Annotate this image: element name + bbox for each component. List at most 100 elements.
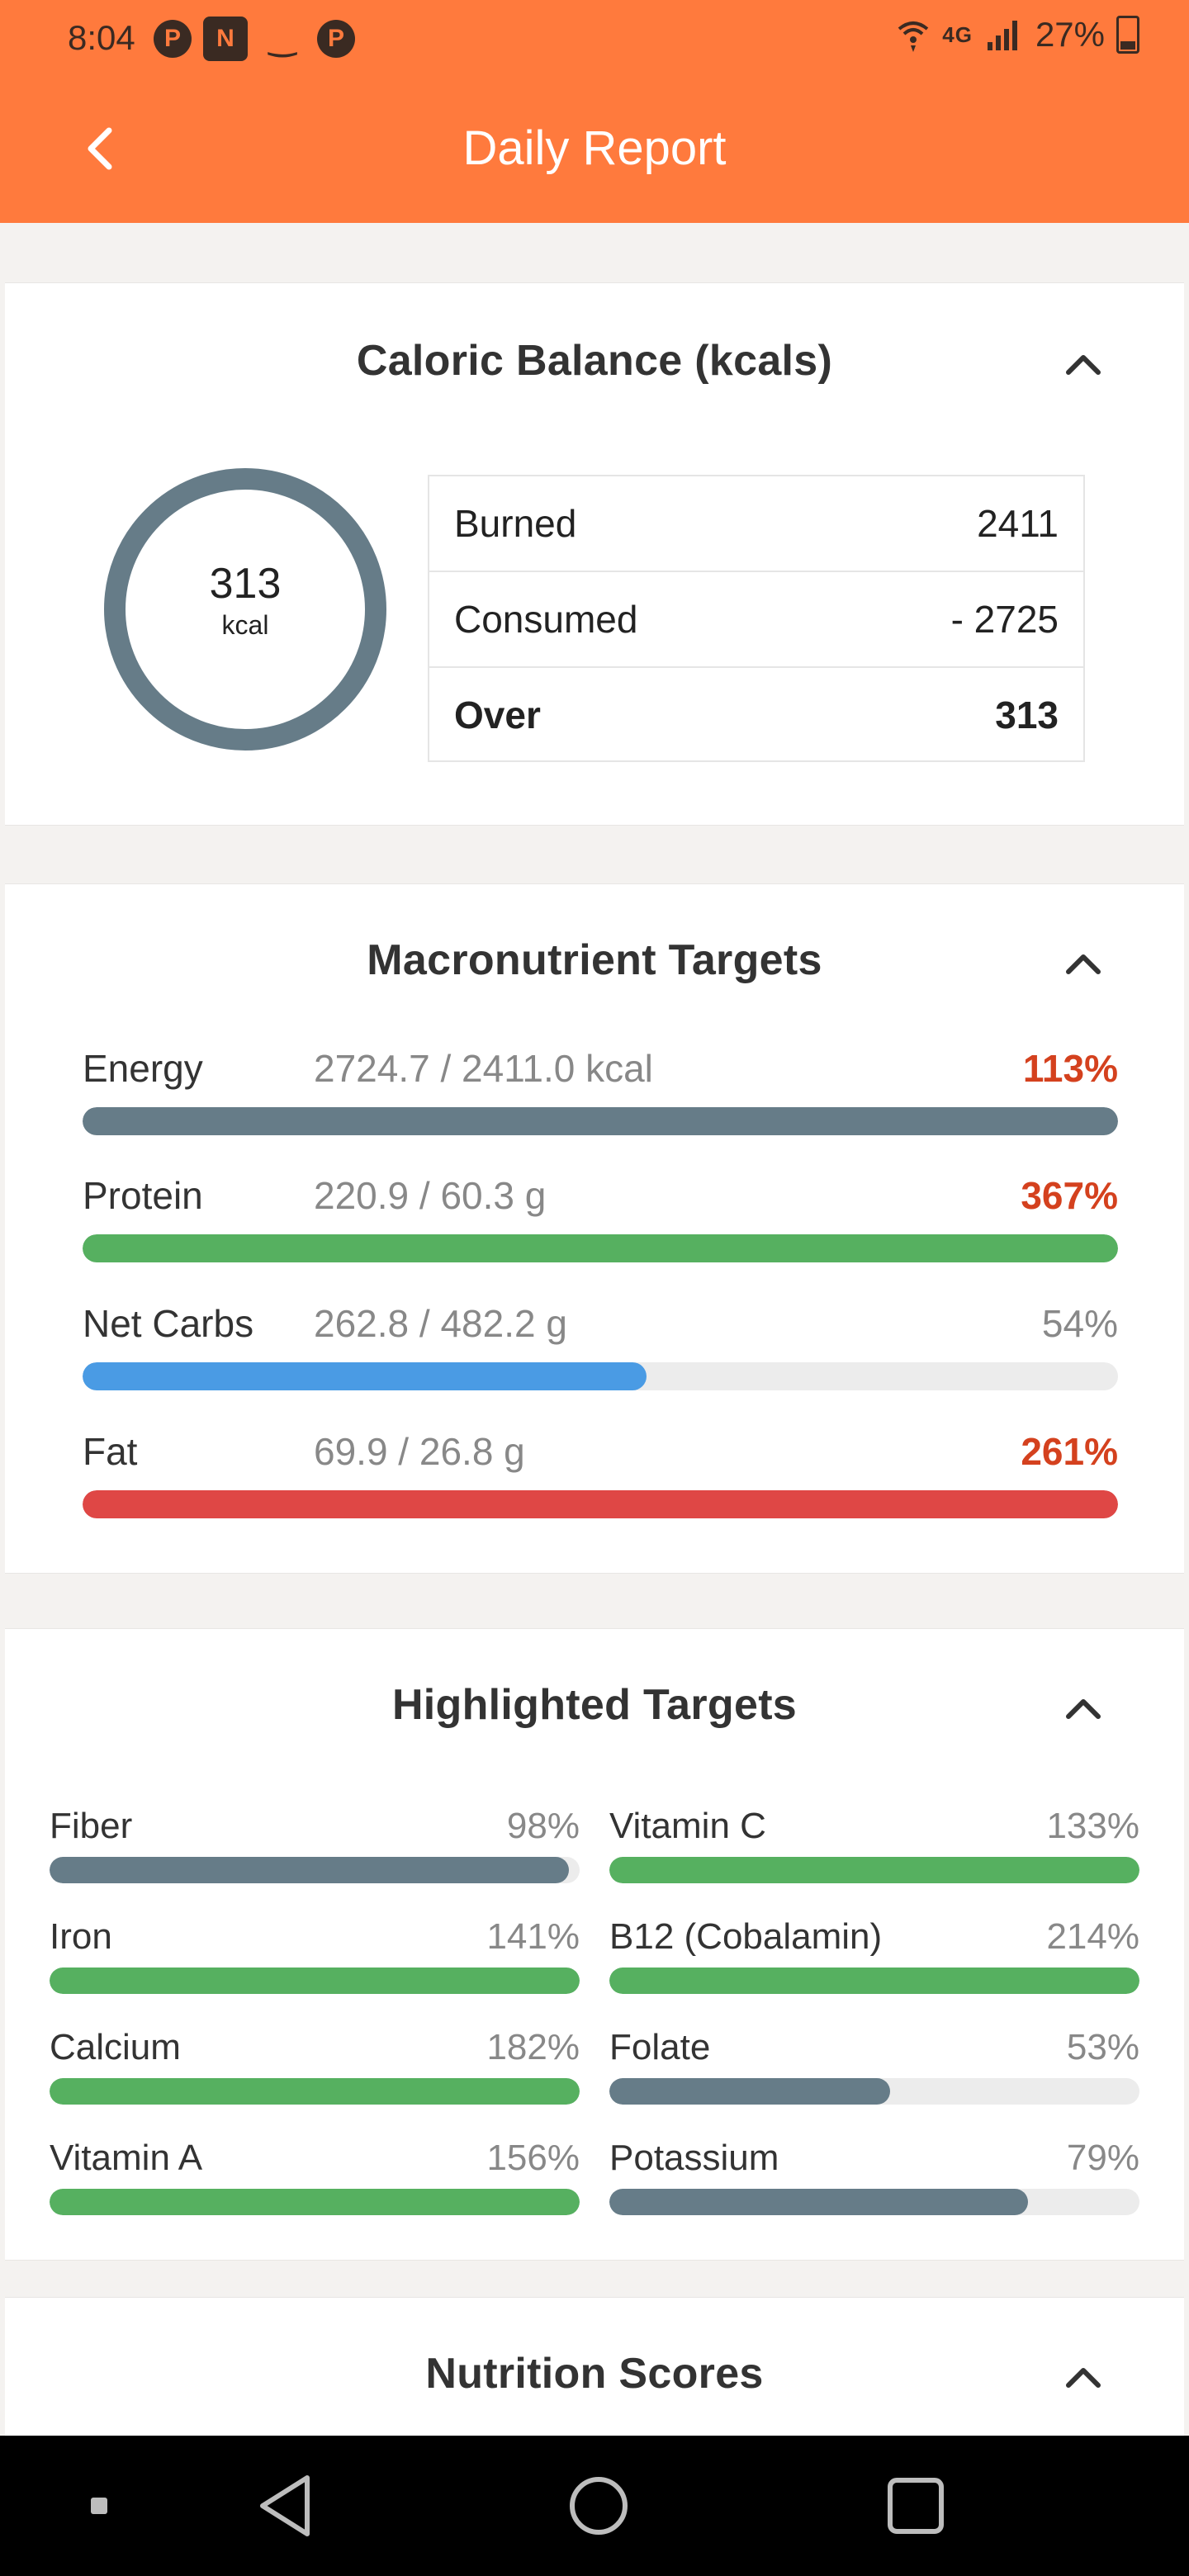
- chevron-up-icon[interactable]: [1060, 2354, 1106, 2400]
- nutrition-scores-title[interactable]: Nutrition Scores: [425, 2350, 764, 2398]
- progress-fill: [83, 1234, 1118, 1262]
- ring-value: 313: [209, 560, 282, 608]
- target-fiber[interactable]: Fiber 98%: [50, 1806, 580, 1896]
- target-name: Folate: [609, 2027, 711, 2067]
- macro-percent: 261%: [1021, 1430, 1118, 1473]
- burned-label: Burned: [454, 502, 577, 545]
- progress-bar: [609, 1968, 1139, 1994]
- progress-fill: [609, 1968, 1139, 1994]
- target-percent: 53%: [1066, 2027, 1139, 2067]
- highlighted-targets-card: Highlighted Targets Fiber 98% Vitamin C …: [5, 1628, 1184, 2261]
- menu-button[interactable]: [50, 2436, 149, 2576]
- ring-unit: kcal: [221, 610, 269, 640]
- balance-table: Burned 2411 Consumed - 2725 Over 313: [428, 475, 1085, 762]
- target-iron[interactable]: Iron 141%: [50, 1916, 580, 2007]
- target-folate[interactable]: Folate 53%: [609, 2027, 1139, 2118]
- signal-icon: [987, 21, 1017, 50]
- progress-fill: [83, 1490, 1118, 1518]
- calorie-ring: 313 kcal: [102, 466, 388, 752]
- target-vitamin-c[interactable]: Vitamin C 133%: [609, 1806, 1139, 1896]
- back-nav-button[interactable]: [231, 2436, 339, 2576]
- target-percent: 182%: [486, 2027, 580, 2067]
- macro-amount: 69.9 / 26.8 g: [314, 1430, 525, 1473]
- progress-fill: [83, 1107, 1118, 1135]
- target-percent: 79%: [1066, 2138, 1139, 2178]
- news-app-icon: N: [203, 17, 248, 61]
- nutrition-scores-card: Nutrition Scores: [5, 2297, 1184, 2462]
- chevron-up-icon[interactable]: [1060, 1685, 1106, 1731]
- notification-icons: P N ‿ P: [154, 17, 355, 61]
- battery-percent: 27%: [1035, 15, 1105, 54]
- progress-bar: [83, 1490, 1118, 1518]
- macro-name: Energy: [83, 1047, 203, 1090]
- triangle-back-icon: [260, 2475, 310, 2536]
- target-percent: 141%: [486, 1916, 580, 1957]
- over-label: Over: [454, 694, 541, 736]
- progress-bar: [50, 1857, 580, 1883]
- target-percent: 133%: [1046, 1806, 1139, 1846]
- target-vitamin-a[interactable]: Vitamin A 156%: [50, 2138, 580, 2228]
- macro-name: Fat: [83, 1430, 138, 1473]
- macronutrient-targets-title[interactable]: Macronutrient Targets: [367, 936, 822, 984]
- back-button[interactable]: [74, 124, 124, 173]
- progress-bar: [609, 1857, 1139, 1883]
- macro-row-protein[interactable]: Protein 220.9 / 60.3 g 367%: [83, 1173, 1118, 1281]
- app-header: 8:04 P N ‿ P 4G 27%: [0, 0, 1189, 223]
- chevron-left-icon: [88, 127, 112, 170]
- macro-amount: 262.8 / 482.2 g: [314, 1302, 567, 1345]
- home-nav-button[interactable]: [545, 2436, 652, 2576]
- wifi-icon: [898, 21, 929, 52]
- macro-amount: 220.9 / 60.3 g: [314, 1174, 547, 1217]
- chevron-up-icon[interactable]: [1060, 341, 1106, 387]
- burned-row: Burned 2411: [429, 476, 1083, 572]
- burned-value: 2411: [977, 502, 1059, 545]
- macro-row-net-carbs[interactable]: Net Carbs 262.8 / 482.2 g 54%: [83, 1301, 1118, 1409]
- recents-nav-button[interactable]: [862, 2436, 969, 2576]
- progress-fill: [83, 1362, 647, 1390]
- progress-bar: [50, 2078, 580, 2105]
- target-name: Vitamin C: [609, 1806, 766, 1846]
- chevron-up-icon[interactable]: [1060, 940, 1106, 987]
- target-name: Fiber: [50, 1806, 133, 1846]
- caloric-balance-title[interactable]: Caloric Balance (kcals): [356, 337, 833, 385]
- page-title: Daily Report: [462, 121, 727, 175]
- target-b12[interactable]: B12 (Cobalamin) 214%: [609, 1916, 1139, 2007]
- caloric-balance-card: Caloric Balance (kcals) 313 kcal Burned …: [5, 282, 1184, 826]
- macro-percent: 367%: [1021, 1174, 1118, 1217]
- macro-name: Net Carbs: [83, 1302, 254, 1345]
- consumed-row: Consumed - 2725: [429, 572, 1083, 668]
- progress-bar: [50, 2189, 580, 2215]
- consumed-label: Consumed: [454, 598, 638, 641]
- pandora-icon: P: [317, 20, 355, 58]
- target-calcium[interactable]: Calcium 182%: [50, 2027, 580, 2118]
- over-value: 313: [995, 694, 1059, 736]
- pandora-icon: P: [154, 20, 192, 58]
- macro-row-energy[interactable]: Energy 2724.7 / 2411.0 kcal 113%: [83, 1046, 1118, 1153]
- macro-name: Protein: [83, 1174, 203, 1217]
- progress-bar: [50, 1968, 580, 1994]
- square-recents-icon: [888, 2478, 944, 2534]
- highlighted-targets-title[interactable]: Highlighted Targets: [391, 1681, 798, 1729]
- progress-bar: [83, 1234, 1118, 1262]
- target-percent: 214%: [1046, 1916, 1139, 1957]
- progress-fill: [50, 1968, 580, 1994]
- amazon-icon: ‿: [268, 21, 296, 57]
- consumed-value: - 2725: [950, 598, 1059, 641]
- circle-home-icon: [570, 2477, 628, 2535]
- target-name: Iron: [50, 1916, 112, 1957]
- target-potassium[interactable]: Potassium 79%: [609, 2138, 1139, 2228]
- macro-amount: 2724.7 / 2411.0 kcal: [314, 1047, 653, 1090]
- target-percent: 156%: [486, 2138, 580, 2178]
- system-nav-bar: [0, 2436, 1189, 2576]
- progress-fill: [609, 2078, 891, 2105]
- progress-bar: [83, 1362, 1118, 1390]
- macro-row-fat[interactable]: Fat 69.9 / 26.8 g 261%: [83, 1429, 1118, 1537]
- progress-fill: [609, 1857, 1139, 1883]
- progress-fill: [609, 2189, 1029, 2215]
- macro-percent: 113%: [1022, 1047, 1118, 1090]
- target-name: Calcium: [50, 2027, 181, 2067]
- progress-fill: [50, 2189, 580, 2215]
- ring-graphic: [104, 468, 386, 751]
- status-time: 8:04: [68, 18, 135, 57]
- target-name: Potassium: [609, 2138, 779, 2178]
